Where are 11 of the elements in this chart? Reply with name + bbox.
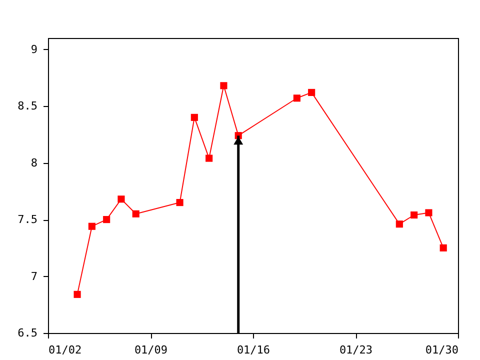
y-tick-label: 8 [30,156,38,170]
x-tick-label: 01/30 [425,344,458,356]
x-tick-label: 01/23 [339,344,373,356]
y-tick-label: 6.5 [18,326,38,340]
y-tick-label: 8.5 [18,100,38,113]
x-tick-label: 01/02 [48,344,82,356]
x-tick-label: 01/16 [236,344,270,356]
y-tick-label: 9 [30,42,38,56]
x-tick-label: 01/09 [134,344,168,356]
y-tick-label: 7.5 [18,213,38,226]
y-tick-label: 7 [30,270,38,283]
